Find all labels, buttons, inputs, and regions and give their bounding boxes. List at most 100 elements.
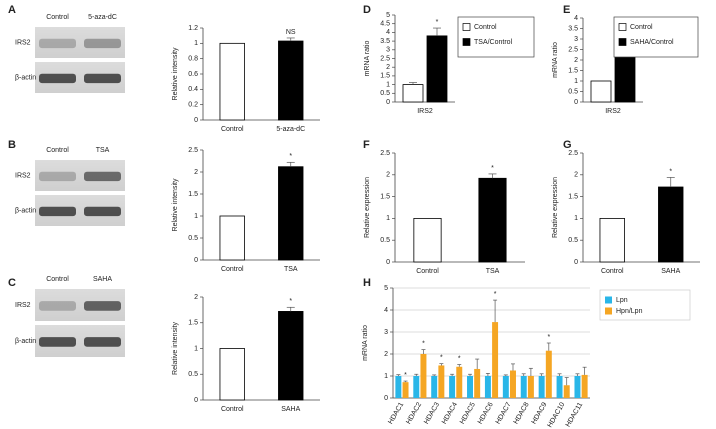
panel-letter: H [363,277,371,289]
annotation: * [404,372,407,379]
bar [449,376,456,398]
blot-band [39,73,76,84]
y-tick-label: 3 [574,36,578,43]
y-tick-label: 3 [384,329,388,336]
y-tick-label: 1 [194,40,198,47]
bar [467,376,473,398]
x-tick-label: HDAC7 [495,401,513,425]
x-tick-label: HDAC9 [531,401,549,425]
y-tick-label: 2 [194,169,198,176]
y-tick-label: 1 [194,213,198,220]
y-tick-label: 0.5 [188,235,198,242]
x-tick-label: HDAC8 [513,401,531,425]
x-tick-label: SAHA [661,268,680,275]
x-tick-label: IRS2 [417,108,433,115]
bar [413,217,442,263]
bar [563,385,570,398]
bar [395,376,402,398]
y-axis-label: Relative intensity [172,47,179,100]
bar [402,382,409,398]
y-tick-label: 0.5 [568,88,578,95]
y-tick-label: 0.8 [188,56,198,63]
annotation: * [494,291,497,298]
legend-label: Control [630,24,653,31]
blot-band [39,337,76,347]
bar [456,366,463,398]
y-tick-label: 0.5 [380,90,390,97]
blot-band [39,206,76,217]
panel-letter: B [8,139,16,151]
blot-row-label: IRS2 [15,172,31,179]
annotation: * [547,334,550,341]
blot-band [39,171,76,182]
bar [538,376,545,398]
x-tick-label: HDAC6 [477,401,495,425]
annotation: * [458,355,461,362]
legend-swatch [618,38,627,46]
blot-band [39,301,76,311]
bar [474,368,481,398]
y-tick-label: 1 [384,373,388,380]
x-tick-label: HDAC5 [459,401,477,425]
blot-lane-label: Control [46,147,69,154]
blot-band [84,171,121,182]
bar [438,365,445,398]
legend-swatch [618,23,627,31]
y-tick-label: 1.5 [380,73,390,80]
y-tick-label: 0 [194,117,198,124]
x-tick-label: HDAC1 [387,401,405,425]
bar [219,215,245,261]
y-tick-label: 1 [386,81,390,88]
x-tick-label: Control [416,268,439,275]
y-tick-label: 2.5 [188,147,198,154]
y-tick-label: 4.5 [380,21,390,28]
legend-label: TSA/Control [474,39,513,46]
y-tick-label: 0 [386,99,390,106]
panel-letter: C [8,277,16,289]
y-tick-label: 3.5 [380,38,390,45]
y-tick-label: 2 [386,172,390,179]
y-tick-label: 0 [574,99,578,106]
y-axis-label: Relative intensity [172,178,179,231]
y-tick-label: 2 [574,57,578,64]
bar [658,186,684,263]
x-tick-label: Control [221,406,244,413]
bar [478,177,507,263]
legend-swatch [605,296,612,304]
y-axis-label: Relative intensity [172,322,179,375]
bar [527,376,534,398]
y-tick-label: 1 [194,345,198,352]
y-tick-label: 2 [574,172,578,179]
blot-lane-label: Control [46,276,69,283]
x-tick-label: HDAC3 [423,401,441,425]
y-tick-label: 5 [386,12,390,19]
y-tick-label: 2.5 [380,150,390,157]
blot-strip [35,27,125,58]
y-tick-label: 1.5 [188,320,198,327]
bar [219,348,245,401]
legend-swatch [605,307,612,315]
x-tick-label: 5-aza-dC [276,126,305,133]
bar [278,166,304,261]
x-tick-label: HDAC11 [565,401,585,428]
y-tick-label: 4 [384,307,388,314]
x-tick-label: HDAC4 [441,401,459,425]
y-tick-label: 2.5 [568,46,578,53]
bar [420,354,427,398]
bar [556,376,563,398]
y-axis-label: Relative expression [552,177,559,238]
bar [502,376,509,398]
x-tick-label: Control [221,266,244,273]
y-tick-label: 0.6 [188,71,198,78]
y-tick-label: 2 [384,351,388,358]
y-tick-label: 3.5 [568,25,578,32]
x-tick-label: TSA [486,268,500,275]
x-tick-label: HDAC10 [547,401,567,429]
y-tick-label: 0.2 [188,102,198,109]
bar [510,370,516,398]
bar [426,35,448,103]
y-tick-label: 1 [574,78,578,85]
annotation: * [422,340,425,347]
bar [431,376,438,398]
